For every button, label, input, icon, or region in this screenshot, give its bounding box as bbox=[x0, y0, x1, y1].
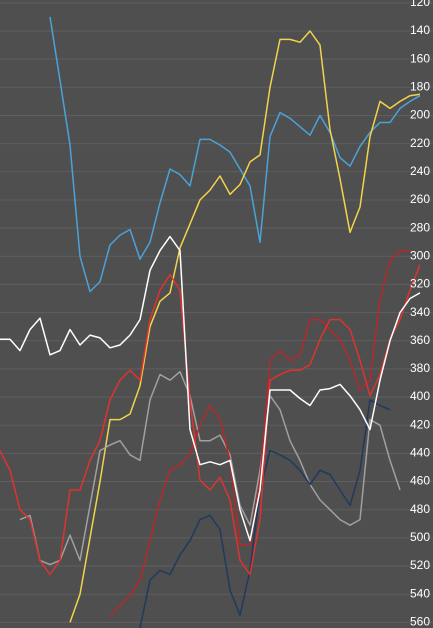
y-tick-label: 500 bbox=[410, 530, 430, 544]
data-line bbox=[19, 370, 401, 566]
y-tick-label: 520 bbox=[410, 558, 430, 572]
y-tick-label: 400 bbox=[410, 389, 430, 403]
data-line bbox=[69, 30, 421, 623]
y-tick-label: 320 bbox=[410, 277, 430, 291]
y-tick-label: 200 bbox=[410, 108, 430, 122]
y-tick-label: 460 bbox=[410, 474, 430, 488]
y-tick-label: 300 bbox=[410, 248, 430, 262]
data-line bbox=[139, 399, 391, 628]
data-line bbox=[109, 249, 410, 618]
y-tick-label: 160 bbox=[410, 51, 430, 65]
y-tick-label: 240 bbox=[410, 164, 430, 178]
data-line bbox=[0, 264, 421, 576]
y-tick-label: 260 bbox=[410, 192, 430, 206]
y-tick-label: 360 bbox=[410, 333, 430, 347]
y-tick-label: 540 bbox=[410, 586, 430, 600]
y-tick-label: 140 bbox=[410, 23, 430, 37]
y-tick-label: 380 bbox=[410, 361, 430, 375]
y-tick-label: 560 bbox=[410, 615, 430, 628]
y-tick-label: 480 bbox=[410, 502, 430, 516]
y-tick-label: 420 bbox=[410, 417, 430, 431]
y-tick-label: 220 bbox=[410, 136, 430, 150]
data-line bbox=[49, 16, 421, 293]
y-tick-label: 280 bbox=[410, 220, 430, 234]
y-tick-label: 180 bbox=[410, 79, 430, 93]
y-tick-label: 440 bbox=[410, 446, 430, 460]
y-tick-label: 120 bbox=[410, 0, 430, 9]
y-tick-label: 340 bbox=[410, 305, 430, 319]
data-line bbox=[0, 235, 421, 542]
